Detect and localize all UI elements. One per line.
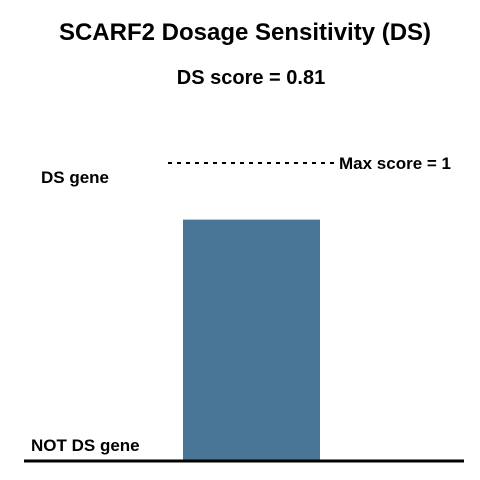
bars-group	[183, 219, 320, 461]
chart-title: SCARF2 Dosage Sensitivity (DS)	[59, 19, 431, 46]
chart-subtitle: DS score = 0.81	[177, 67, 325, 89]
ds-score-bar	[183, 219, 320, 461]
max-score-label: Max score = 1	[339, 154, 451, 173]
not-ds-gene-label: NOT DS gene	[31, 436, 140, 455]
ds-gene-label: DS gene	[41, 168, 109, 187]
